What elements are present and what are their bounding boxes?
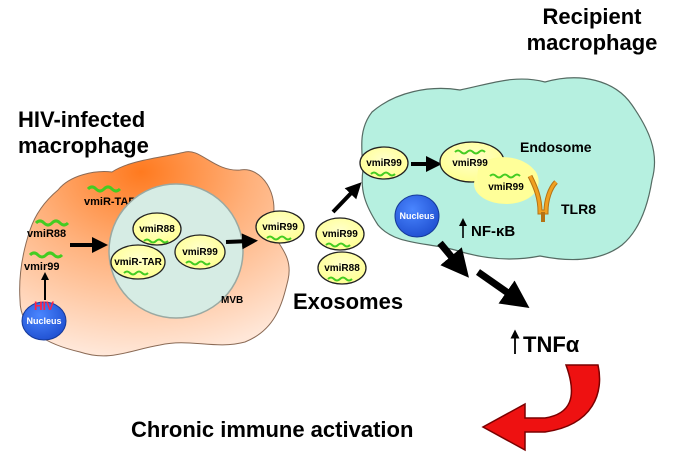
- exosomes-label: Exosomes: [293, 289, 403, 314]
- endo-vmir99-label-b: vmiR99: [488, 182, 524, 193]
- endosome: [439, 141, 539, 204]
- mvb-vesicle-vmir99: vmiR99: [174, 234, 226, 270]
- tlr8-label: TLR8: [561, 201, 596, 217]
- endo-mirna-top: [454, 149, 486, 155]
- entry-vmir99-label: vmiR99: [366, 158, 402, 169]
- infected-title-line1: HIV-infected: [18, 107, 145, 132]
- infected-nucleus-label: Nucleus: [26, 316, 61, 326]
- arrow-to-recipient: [331, 182, 362, 214]
- tlr8-receptor: [527, 174, 558, 222]
- endosome-label: Endosome: [520, 139, 592, 155]
- arrow-nucleus-to-tnf: [437, 240, 469, 278]
- exosome-vmir99-label: vmiR99: [322, 229, 358, 240]
- mvb-vmir99-label: vmiR99: [182, 247, 218, 258]
- hiv-label: HIV: [34, 299, 54, 313]
- infected-macrophage: HIV-infected macrophage Nucleus HIV vmir…: [18, 107, 305, 357]
- infected-vmir99-label: vmir99: [24, 261, 59, 273]
- arrow-nfkb-to-tnf: [475, 269, 530, 309]
- release-vmir99-label: vmiR99: [262, 222, 298, 233]
- tnf-label: TNFα: [523, 332, 580, 357]
- mvb-vesicle-vmir88: vmiR88: [132, 212, 182, 246]
- mvb-vesicle-vmir-tar: vmiR-TAR: [110, 244, 166, 280]
- infected-nucleus: [21, 301, 67, 341]
- exosomes: vmiR99 vmiR88 Exosomes: [293, 182, 403, 314]
- exosome-vmir88: vmiR88: [317, 251, 367, 285]
- recipient-macrophage: Recipient macrophage vmiR99 vmiR99 vmiR9…: [359, 4, 658, 261]
- mvb-vmir-tar-label: vmiR-TAR: [114, 257, 162, 268]
- mvb-label: MVB: [221, 295, 243, 306]
- arrow-release: [225, 233, 258, 250]
- mirna-squiggle-vmir99: [28, 251, 64, 259]
- infected-vmir-tar-label: vmiR-TAR: [84, 196, 136, 208]
- endo-mirna-bottom: [489, 173, 521, 179]
- release-vesicle-vmir99: vmiR99: [255, 210, 305, 244]
- entry-vesicle-vmir99: vmiR99: [359, 146, 409, 180]
- exosome-vmir99: vmiR99: [315, 217, 365, 251]
- endo-vmir99-label-a: vmiR99: [452, 158, 488, 169]
- recipient-title-line1: Recipient: [542, 4, 642, 29]
- infected-vmir88-label: vmiR88: [27, 228, 66, 240]
- mirna-squiggle-vmir88: [34, 219, 70, 227]
- recipient-title-line2: macrophage: [527, 30, 658, 55]
- mvb-vmir88-label: vmiR88: [139, 224, 175, 235]
- outcome-arrow: [481, 364, 601, 452]
- outcome-label: Chronic immune activation: [131, 417, 413, 442]
- recipient-nucleus: [394, 194, 440, 238]
- nfkb-label: NF-κB: [471, 223, 515, 240]
- exosome-vmir88-label: vmiR88: [324, 263, 360, 274]
- infected-title-line2: macrophage: [18, 133, 149, 158]
- recipient-nucleus-label: Nucleus: [399, 211, 434, 221]
- mirna-squiggle-vmir-tar: [86, 185, 122, 193]
